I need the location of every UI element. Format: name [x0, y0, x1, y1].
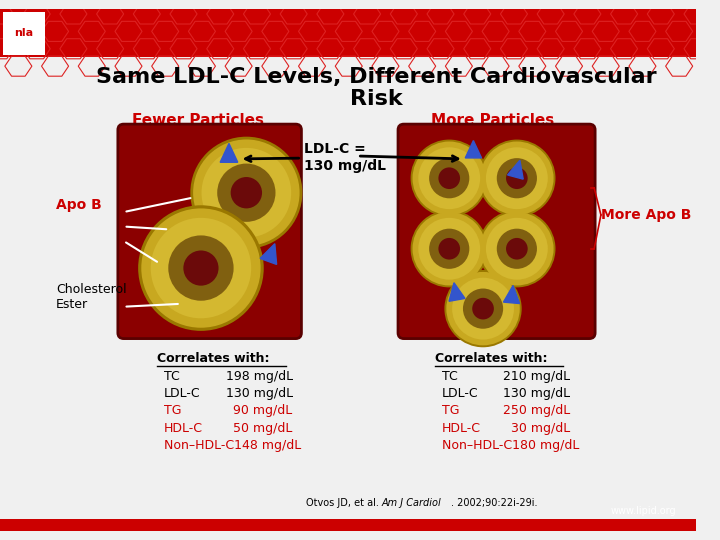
- Circle shape: [418, 147, 480, 209]
- Text: 130 mg/dL: 130 mg/dL: [503, 387, 570, 400]
- Text: TC: TC: [164, 369, 180, 382]
- Text: 210 mg/dL: 210 mg/dL: [503, 369, 570, 382]
- Circle shape: [444, 270, 522, 347]
- Polygon shape: [465, 140, 482, 158]
- Text: TC: TC: [441, 369, 457, 382]
- Text: LDL-C: LDL-C: [441, 387, 478, 400]
- Text: nla: nla: [14, 28, 34, 38]
- Polygon shape: [260, 244, 276, 265]
- Circle shape: [418, 218, 480, 280]
- Text: LDL-C: LDL-C: [164, 387, 201, 400]
- Circle shape: [138, 205, 264, 331]
- Text: 198 mg/dL: 198 mg/dL: [225, 369, 293, 382]
- Text: . 2002;90:22i-29i.: . 2002;90:22i-29i.: [451, 498, 538, 508]
- FancyBboxPatch shape: [118, 124, 302, 339]
- Circle shape: [438, 167, 460, 189]
- Bar: [3, 12, 45, 55]
- Circle shape: [480, 141, 554, 215]
- Circle shape: [480, 212, 554, 286]
- Text: Fewer Particles: Fewer Particles: [132, 113, 264, 129]
- Text: TG: TG: [164, 404, 181, 417]
- Text: www.lipid.org: www.lipid.org: [611, 507, 676, 516]
- Circle shape: [184, 251, 219, 286]
- Polygon shape: [220, 144, 238, 163]
- Circle shape: [141, 208, 261, 328]
- Text: Am J Cardiol: Am J Cardiol: [382, 498, 441, 508]
- Circle shape: [230, 177, 262, 208]
- Circle shape: [190, 137, 302, 249]
- Text: 250 mg/dL: 250 mg/dL: [503, 404, 570, 417]
- Text: 90 mg/dL: 90 mg/dL: [233, 404, 293, 417]
- Text: TG: TG: [441, 404, 459, 417]
- Text: HDL-C: HDL-C: [164, 422, 203, 435]
- Circle shape: [429, 228, 469, 269]
- Text: HDL-C: HDL-C: [441, 422, 480, 435]
- Circle shape: [472, 298, 494, 320]
- Bar: [0, 9, 696, 57]
- Polygon shape: [449, 283, 465, 301]
- Circle shape: [168, 235, 233, 301]
- Circle shape: [410, 210, 488, 287]
- Circle shape: [486, 218, 548, 280]
- Polygon shape: [503, 286, 520, 303]
- Polygon shape: [508, 160, 523, 179]
- Text: 30 mg/dL: 30 mg/dL: [510, 422, 570, 435]
- Text: 130 mg/dL: 130 mg/dL: [225, 387, 293, 400]
- Text: Cholesterol
Ester: Cholesterol Ester: [56, 283, 127, 311]
- Circle shape: [478, 210, 556, 287]
- Text: LDL-C =
130 mg/dL: LDL-C = 130 mg/dL: [246, 143, 387, 173]
- Circle shape: [202, 148, 291, 238]
- Text: 50 mg/dL: 50 mg/dL: [233, 422, 293, 435]
- Circle shape: [497, 158, 537, 198]
- Circle shape: [413, 141, 486, 215]
- Bar: [0, 519, 696, 533]
- Circle shape: [429, 158, 469, 198]
- Circle shape: [413, 212, 486, 286]
- Circle shape: [452, 278, 514, 340]
- Circle shape: [486, 147, 548, 209]
- Circle shape: [150, 218, 251, 318]
- Text: Correlates with:: Correlates with:: [158, 352, 270, 365]
- FancyBboxPatch shape: [398, 124, 595, 339]
- Text: Same LDL-C Levels, Different Cardiovascular: Same LDL-C Levels, Different Cardiovascu…: [96, 67, 657, 87]
- Text: Non–HDL-C180 mg/dL: Non–HDL-C180 mg/dL: [441, 439, 579, 452]
- Circle shape: [497, 228, 537, 269]
- Circle shape: [463, 288, 503, 329]
- Text: Otvos JD, et al.: Otvos JD, et al.: [305, 498, 382, 508]
- Circle shape: [193, 139, 300, 246]
- Text: Non–HDL-C148 mg/dL: Non–HDL-C148 mg/dL: [164, 439, 302, 452]
- Circle shape: [410, 139, 488, 217]
- Text: More Apo B: More Apo B: [601, 208, 691, 222]
- Text: Apo B: Apo B: [56, 198, 102, 212]
- Circle shape: [506, 167, 528, 189]
- Text: Risk: Risk: [351, 89, 403, 109]
- Circle shape: [438, 238, 460, 260]
- Circle shape: [446, 272, 520, 346]
- Circle shape: [217, 164, 276, 222]
- Circle shape: [478, 139, 556, 217]
- Text: Correlates with:: Correlates with:: [435, 352, 547, 365]
- Text: More Particles: More Particles: [431, 113, 554, 129]
- Circle shape: [506, 238, 528, 260]
